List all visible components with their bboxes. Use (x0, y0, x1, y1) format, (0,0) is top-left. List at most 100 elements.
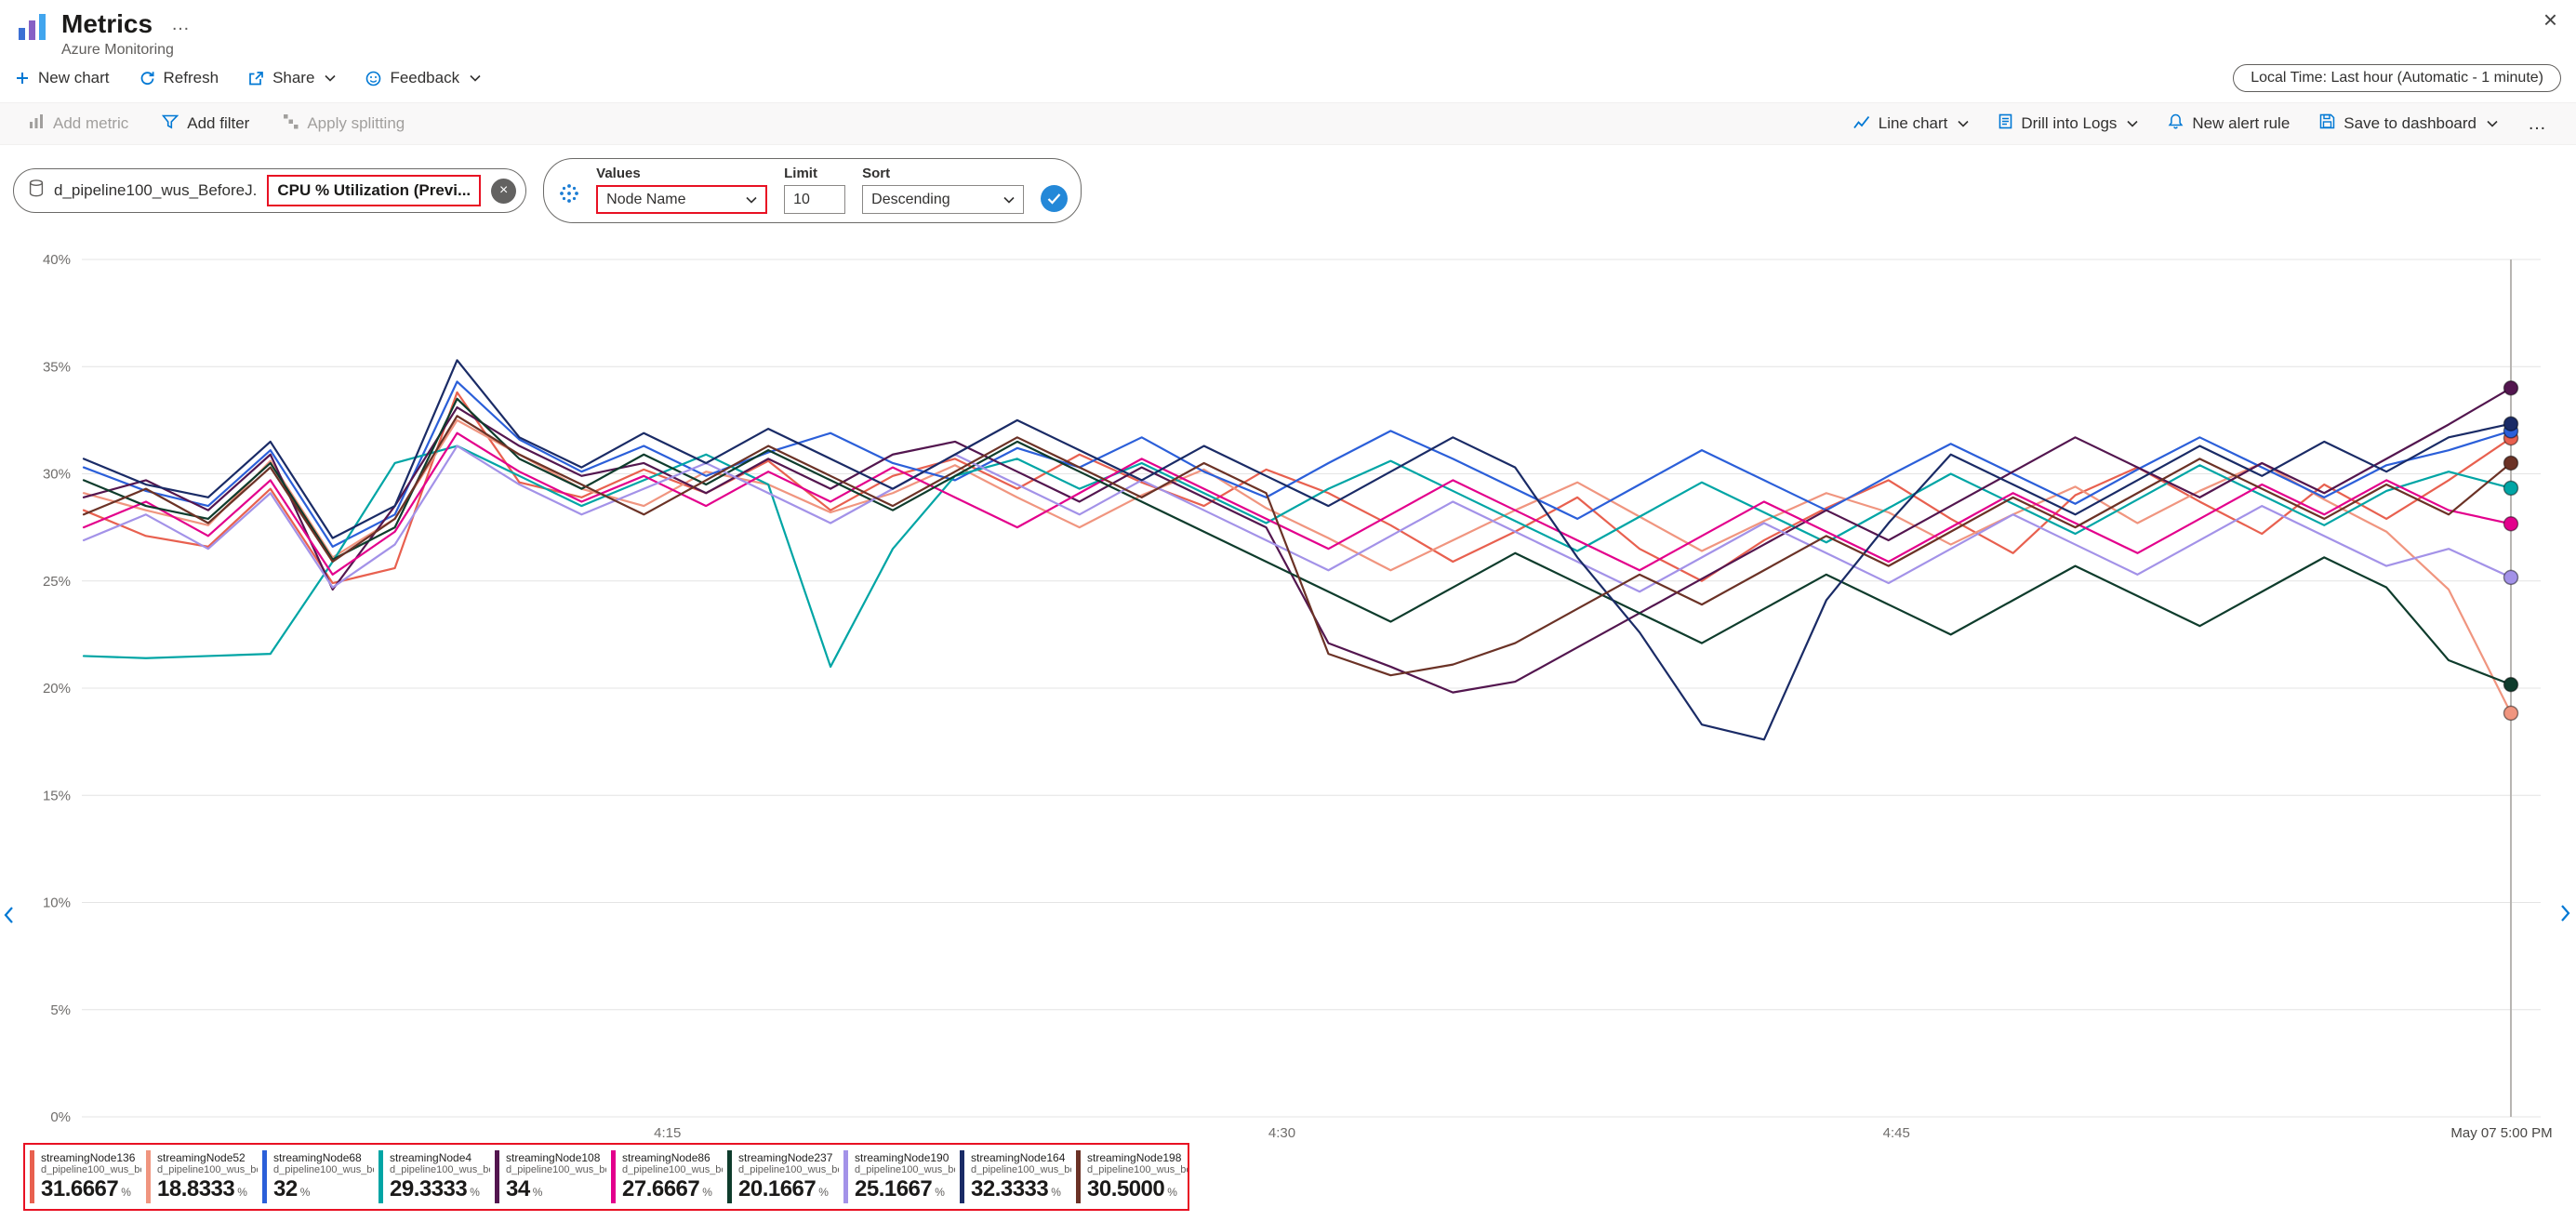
svg-text:May 07 5:00 PM: May 07 5:00 PM (2450, 1125, 2552, 1141)
svg-text:4:30: 4:30 (1268, 1125, 1295, 1141)
command-bar: New chart Refresh Share Feedback Local T… (0, 58, 2576, 99)
refresh-icon (139, 71, 155, 86)
legend-color-bar (611, 1150, 616, 1203)
add-filter-funnel-icon (162, 114, 179, 134)
legend-color-bar (495, 1150, 499, 1203)
legend-value: 30.5000% (1087, 1176, 1186, 1202)
legend-item[interactable]: streamingNode68d_pipeline100_wus_be...32… (258, 1145, 374, 1209)
chart-toolbar: Add metric Add filter Apply splitting Li… (0, 102, 2576, 145)
metric-resource-label: d_pipeline100_wus_BeforeJ. (54, 181, 258, 199)
metric-pill[interactable]: d_pipeline100_wus_BeforeJ. CPU % Utiliza… (13, 168, 527, 213)
metrics-line-chart[interactable]: 0% 5% 10% 15% 20% 25% 30% 35% 40% 4:15 4:30 4:45 May… (0, 237, 2576, 1178)
blade-header: Metrics … Azure Monitoring (15, 9, 195, 59)
plus-icon (15, 71, 30, 86)
feedback-button[interactable]: Feedback (365, 69, 481, 87)
legend-item[interactable]: streamingNode198d_pipeline100_wus_be...3… (1071, 1145, 1188, 1209)
svg-text:35%: 35% (43, 359, 71, 375)
sort-select[interactable]: Descending (862, 185, 1025, 214)
legend-item[interactable]: streamingNode237d_pipeline100_wus_be...2… (723, 1145, 839, 1209)
time-range-picker[interactable]: Local Time: Last hour (Automatic - 1 min… (2233, 64, 2561, 92)
close-icon[interactable]: × (2543, 6, 2557, 33)
legend-value-unit: % (1167, 1186, 1177, 1199)
chart-legend: streamingNode136d_pipeline100_wus_be...3… (23, 1143, 1189, 1211)
legend-value: 29.3333% (390, 1176, 488, 1202)
feedback-smiley-icon (365, 71, 381, 86)
legend-resource-name: d_pipeline100_wus_be... (971, 1164, 1071, 1175)
drill-into-logs-label: Drill into Logs (2021, 114, 2118, 132)
legend-item[interactable]: streamingNode136d_pipeline100_wus_be...3… (25, 1145, 141, 1209)
chart-scroll-left-icon[interactable] (2, 905, 15, 930)
legend-color-bar (262, 1150, 267, 1203)
legend-item[interactable]: streamingNode164d_pipeline100_wus_be...3… (955, 1145, 1071, 1209)
splitting-icon (559, 183, 579, 208)
line-chart-icon (1853, 114, 1870, 134)
legend-resource-name: d_pipeline100_wus_be... (390, 1164, 490, 1175)
legend-value-number: 29.3333 (390, 1176, 468, 1201)
apply-splitting-icon (283, 113, 299, 134)
legend-color-bar (960, 1150, 964, 1203)
legend-item[interactable]: streamingNode86d_pipeline100_wus_be...27… (606, 1145, 723, 1209)
chevron-down-icon (2487, 120, 2498, 127)
legend-item[interactable]: streamingNode4d_pipeline100_wus_be...29.… (374, 1145, 490, 1209)
metric-name-highlighted[interactable]: CPU % Utilization (Previ... (267, 175, 482, 206)
chart-scroll-right-icon[interactable] (2559, 903, 2572, 928)
sort-selected-option: Descending (871, 191, 950, 207)
add-metric-button: Add metric (28, 113, 128, 134)
legend-value: 34% (506, 1176, 604, 1202)
svg-text:15%: 15% (43, 788, 71, 803)
values-label: Values (596, 166, 641, 181)
legend-value: 32.3333% (971, 1176, 1069, 1202)
apply-splitting-button: Apply splitting (283, 113, 405, 134)
legend-series-name: streamingNode52 (157, 1151, 246, 1164)
legend-resource-name: d_pipeline100_wus_be... (1087, 1164, 1188, 1175)
legend-series-name: streamingNode237 (738, 1151, 833, 1164)
legend-value: 18.8333% (157, 1176, 256, 1202)
legend-color-bar (30, 1150, 34, 1203)
chevron-down-icon (325, 74, 337, 82)
chart-area: 0% 5% 10% 15% 20% 25% 30% 35% 40% 4:15 4:30 4:45 May… (0, 237, 2576, 1178)
new-chart-button[interactable]: New chart (15, 69, 110, 87)
share-button[interactable]: Share (248, 69, 337, 87)
legend-value-unit: % (818, 1186, 829, 1199)
svg-text:10%: 10% (43, 896, 71, 911)
legend-value-number: 34 (506, 1176, 530, 1201)
save-to-dashboard-button[interactable]: Save to dashboard (2319, 113, 2498, 134)
add-metric-icon (28, 113, 45, 134)
legend-item[interactable]: streamingNode190d_pipeline100_wus_be...2… (839, 1145, 955, 1209)
apply-splitting-check-button[interactable] (1041, 185, 1069, 212)
svg-text:20%: 20% (43, 681, 71, 697)
limit-input[interactable] (784, 185, 846, 214)
svg-text:5%: 5% (50, 1002, 71, 1018)
chart-type-button[interactable]: Line chart (1853, 114, 1970, 134)
title-more-icon[interactable]: … (171, 13, 193, 34)
legend-series-name: streamingNode198 (1087, 1151, 1182, 1164)
legend-color-bar (146, 1150, 151, 1203)
legend-value: 20.1667% (738, 1176, 837, 1202)
legend-value-number: 32.3333 (971, 1176, 1049, 1201)
drill-into-logs-button[interactable]: Drill into Logs (1998, 113, 2138, 134)
legend-value-unit: % (237, 1186, 247, 1199)
legend-value-number: 30.5000 (1087, 1176, 1165, 1201)
refresh-button[interactable]: Refresh (139, 69, 219, 87)
share-icon (248, 71, 264, 86)
legend-resource-name: d_pipeline100_wus_be... (738, 1164, 839, 1175)
legend-value-unit: % (299, 1186, 311, 1199)
legend-item[interactable]: streamingNode108d_pipeline100_wus_be...3… (490, 1145, 606, 1209)
legend-resource-name: d_pipeline100_wus_be... (157, 1164, 258, 1175)
new-alert-rule-button[interactable]: New alert rule (2168, 113, 2290, 134)
legend-item[interactable]: streamingNode52d_pipeline100_wus_be...18… (141, 1145, 258, 1209)
filters-row: d_pipeline100_wus_BeforeJ. CPU % Utiliza… (13, 158, 1082, 223)
add-filter-button[interactable]: Add filter (162, 114, 249, 134)
legend-resource-name: d_pipeline100_wus_be... (273, 1164, 374, 1175)
more-commands-icon[interactable]: … (2528, 113, 2548, 134)
database-icon (29, 179, 44, 202)
apply-splitting-label: Apply splitting (307, 114, 405, 132)
legend-resource-name: d_pipeline100_wus_be... (41, 1164, 141, 1175)
legend-value-unit: % (121, 1186, 131, 1199)
legend-value-unit: % (1051, 1186, 1061, 1199)
values-select[interactable]: Node Name (596, 185, 768, 214)
refresh-label: Refresh (163, 69, 219, 86)
legend-series-name: streamingNode86 (622, 1151, 710, 1164)
legend-value-number: 32 (273, 1176, 298, 1201)
remove-metric-button[interactable]: × (491, 178, 517, 204)
